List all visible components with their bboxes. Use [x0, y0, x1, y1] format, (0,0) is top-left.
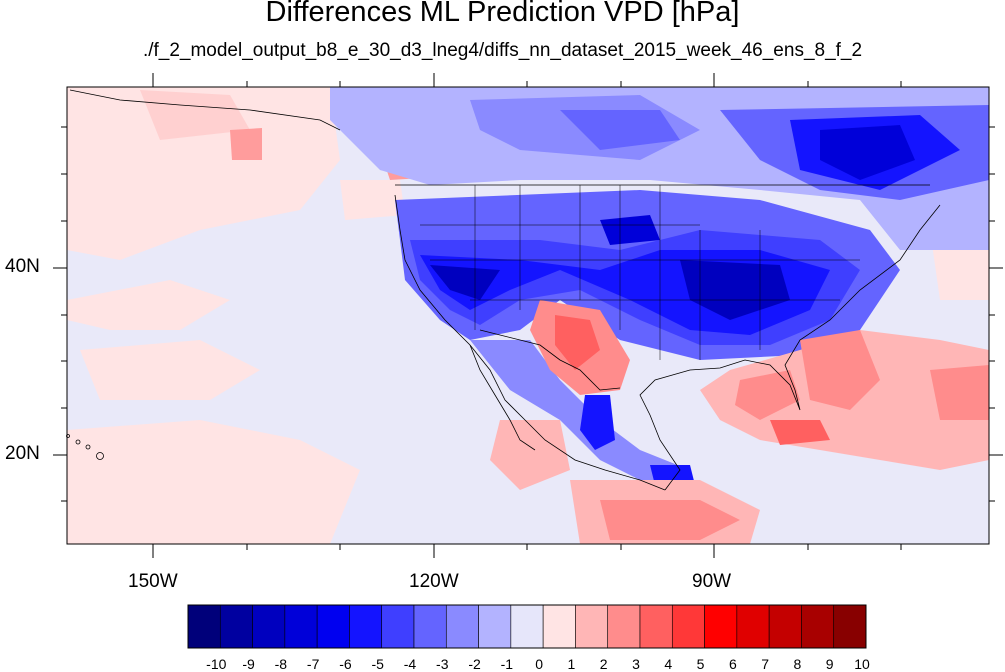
colorbar-tick-label: 8: [793, 656, 802, 672]
map-ticks: [53, 73, 1003, 558]
lon-label-120w: 120W: [409, 571, 459, 592]
colorbar-tick-label: -10: [206, 656, 227, 672]
colorbar-tick-label: 9: [825, 656, 834, 672]
colorbar-tick-label: 2: [599, 656, 608, 672]
hawaii-islands: [66, 434, 104, 460]
coastlines: [69, 89, 941, 491]
colorbar-tick-label: 4: [664, 656, 673, 672]
colorbar-tick-label: 0: [535, 656, 544, 672]
colorbar-tick-label: -2: [468, 656, 481, 672]
lon-label-150w: 150W: [128, 571, 178, 592]
colorbar-tick-label: 5: [696, 656, 705, 672]
plot-subtitle: ./f_2_model_output_b8_e_30_d3_lneg4/diff…: [142, 40, 863, 61]
colorbar-tick-label: -7: [306, 656, 320, 672]
colorbar-tick-label: -8: [274, 656, 288, 672]
lat-label-20n: 20N: [5, 443, 40, 464]
vpd-difference-field: [67, 87, 989, 544]
colorbar-tick-label: 1: [567, 656, 576, 672]
colorbar-tick-label: -3: [436, 656, 449, 672]
colorbar-tick-label: 6: [728, 656, 737, 672]
colorbar-tick-label: 10: [854, 656, 870, 672]
colorbar-tick-label: -9: [242, 656, 255, 672]
colorbar-tick-label: 3: [632, 656, 640, 672]
colorbar-tick-label: 7: [761, 656, 770, 672]
colorbar-tick-label: -4: [403, 656, 417, 672]
lat-label-40n: 40N: [5, 256, 40, 277]
plot-title: Differences ML Prediction VPD [hPa]: [265, 0, 740, 28]
lon-label-90w: 90W: [692, 571, 732, 592]
colorbar-tick-label: -1: [500, 656, 514, 672]
colorbar-tick-label: -5: [371, 656, 384, 672]
state-borders: [420, 185, 860, 360]
colorbar-tick-label: -6: [339, 656, 352, 672]
